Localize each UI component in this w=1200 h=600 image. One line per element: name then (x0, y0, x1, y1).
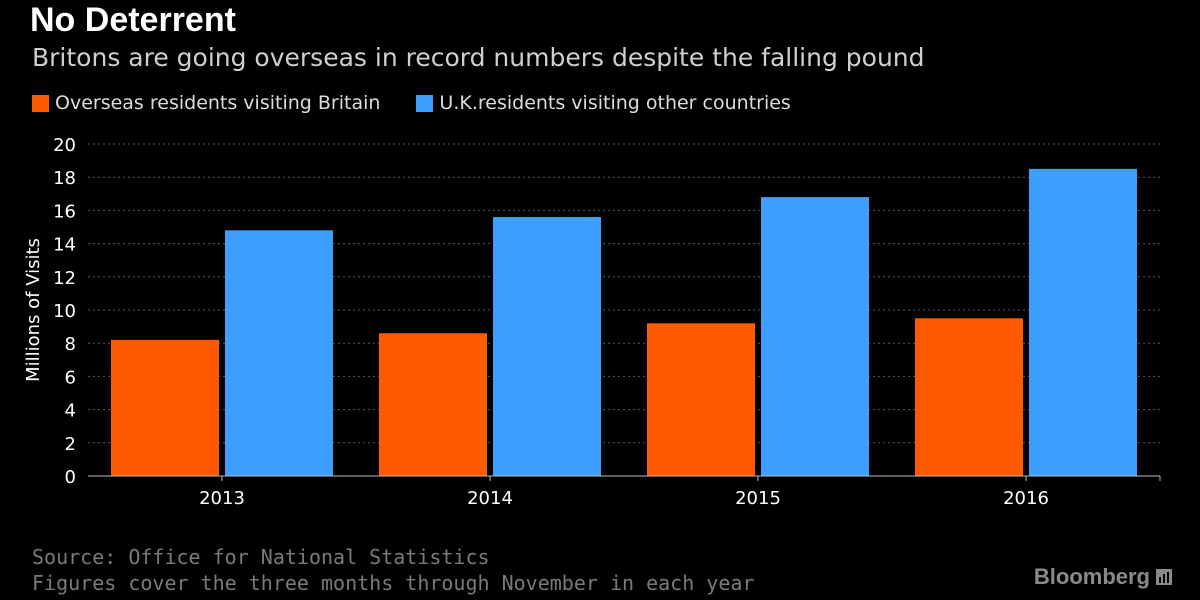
x-tick-label: 2014 (467, 488, 513, 509)
bar-overseas-residents-2014 (379, 333, 487, 476)
y-tick-label: 20 (53, 135, 76, 156)
bar-overseas-residents-2013 (111, 339, 219, 476)
bar-uk-residents-2016 (1029, 168, 1137, 476)
y-tick-label: 18 (53, 168, 76, 189)
chart-title: No Deterrent (30, 1, 236, 39)
legend-item-overseas-residents: Overseas residents visiting Britain (32, 92, 380, 114)
legend-swatch-orange (32, 94, 49, 112)
y-tick-label: 8 (65, 334, 76, 355)
chart-subtitle: Britons are going overseas in record num… (32, 43, 925, 72)
figures-note: Figures cover the three months through N… (32, 571, 755, 595)
y-tick-label: 6 (65, 367, 76, 388)
y-tick-label: 4 (65, 401, 76, 422)
y-tick-label: 2 (65, 434, 76, 455)
x-tick-label: 2015 (735, 488, 781, 509)
bar-overseas-residents-2016 (915, 318, 1023, 476)
y-tick-label: 10 (53, 301, 76, 322)
y-tick-label: 0 (65, 467, 76, 488)
bar-overseas-residents-2015 (647, 323, 755, 476)
legend-label: U.K.residents visiting other countries (439, 92, 791, 114)
chart-legend: Overseas residents visiting Britain U.K.… (32, 90, 827, 116)
brand-logo: Bloomberg (1034, 564, 1172, 590)
y-axis-label: Millions of Visits (23, 238, 44, 382)
bloomberg-bars-icon (1156, 569, 1172, 585)
x-tick-label: 2016 (1003, 488, 1049, 509)
brand-name: Bloomberg (1033, 564, 1150, 589)
legend-item-uk-residents: U.K.residents visiting other countries (416, 92, 791, 114)
bar-uk-residents-2015 (761, 197, 869, 476)
bar-uk-residents-2013 (225, 230, 333, 476)
x-tick-label: 2013 (199, 488, 245, 509)
y-tick-label: 12 (53, 268, 76, 289)
legend-swatch-blue (416, 94, 434, 112)
bar-uk-residents-2014 (493, 217, 601, 477)
y-tick-label: 16 (53, 201, 76, 222)
source-note: Source: Office for National Statistics (32, 545, 490, 569)
legend-label: Overseas residents visiting Britain (55, 92, 381, 114)
chart-footer: Source: Office for National Statistics F… (32, 544, 754, 596)
y-tick-label: 14 (53, 235, 76, 256)
